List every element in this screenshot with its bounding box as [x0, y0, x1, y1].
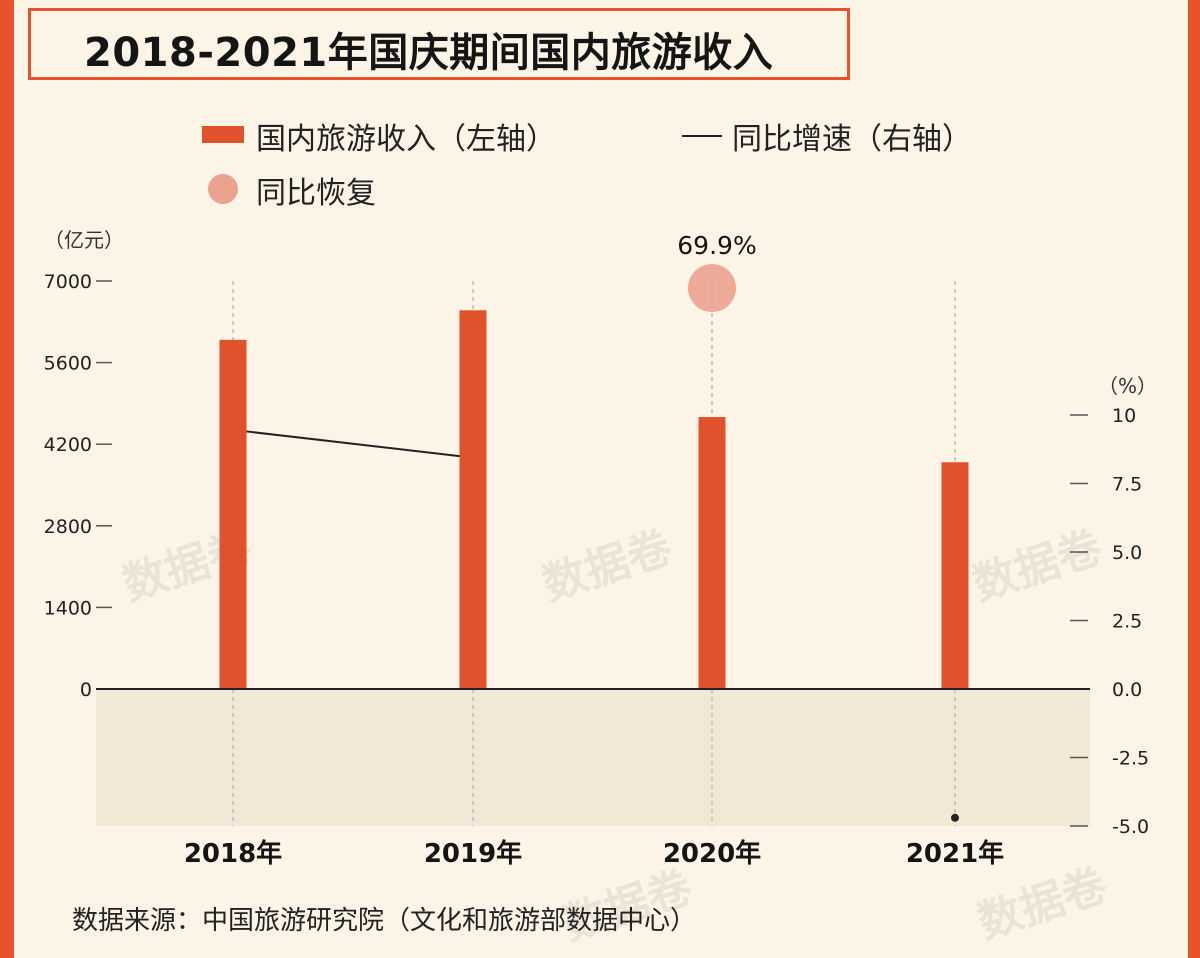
growth-point: [951, 813, 959, 822]
growth-line-segment: [246, 430, 460, 458]
right-tick-label: 0.0: [1112, 679, 1142, 701]
x-tick-label: 2020年: [663, 838, 761, 869]
negative-area: [96, 689, 1090, 826]
left-axis-unit: （亿元）: [44, 228, 124, 252]
chart-title: 2018-2021年国庆期间国内旅游收入: [84, 30, 774, 76]
right-tick-label: -2.5: [1112, 748, 1149, 770]
bar: [459, 310, 487, 689]
right-tick-label: 10: [1112, 405, 1136, 427]
bar: [219, 339, 247, 689]
right-axis-unit: （%）: [1098, 374, 1158, 398]
bar: [941, 462, 969, 689]
right-tick-label: 7.5: [1112, 474, 1142, 496]
right-tick-label: 2.5: [1112, 611, 1142, 633]
source-note: 数据来源：中国旅游研究院（文化和旅游部数据中心）: [72, 906, 697, 936]
left-tick-label: 0: [80, 679, 92, 701]
x-tick-label: 2019年: [424, 838, 522, 869]
right-tick-label: -5.0: [1112, 816, 1149, 838]
left-tick-label: 2800: [44, 516, 92, 538]
x-tick-label: 2018年: [184, 838, 282, 869]
left-tick-label: 7000: [44, 271, 92, 293]
legend-dot-label: 同比恢复: [256, 176, 376, 211]
title-frame: [28, 8, 850, 80]
left-tick-label: 1400: [44, 597, 92, 619]
x-tick-label: 2021年: [906, 838, 1004, 869]
legend-dot-swatch: [208, 174, 238, 204]
right-tick-label: 5.0: [1112, 542, 1142, 564]
recovery-value-label: 69.9%: [677, 231, 756, 260]
legend-line-label: 同比增速（右轴）: [732, 122, 972, 157]
recovery-marker: [688, 264, 736, 312]
bar: [698, 417, 726, 689]
left-tick-label: 4200: [44, 434, 92, 456]
legend-bar-swatch: [202, 126, 244, 143]
legend-line-swatch: [682, 135, 722, 137]
legend-bar-label: 国内旅游收入（左轴）: [256, 122, 556, 157]
left-tick-label: 5600: [44, 353, 92, 375]
